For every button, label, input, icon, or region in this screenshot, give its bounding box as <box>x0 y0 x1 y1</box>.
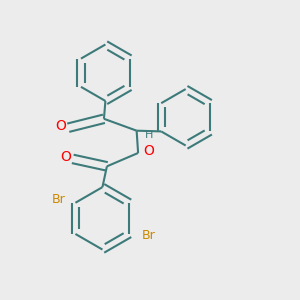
Text: O: O <box>56 119 66 133</box>
Text: O: O <box>60 150 71 164</box>
Text: Br: Br <box>142 229 156 242</box>
Text: H: H <box>145 130 153 140</box>
Text: Br: Br <box>52 193 66 206</box>
Text: O: O <box>143 145 154 158</box>
